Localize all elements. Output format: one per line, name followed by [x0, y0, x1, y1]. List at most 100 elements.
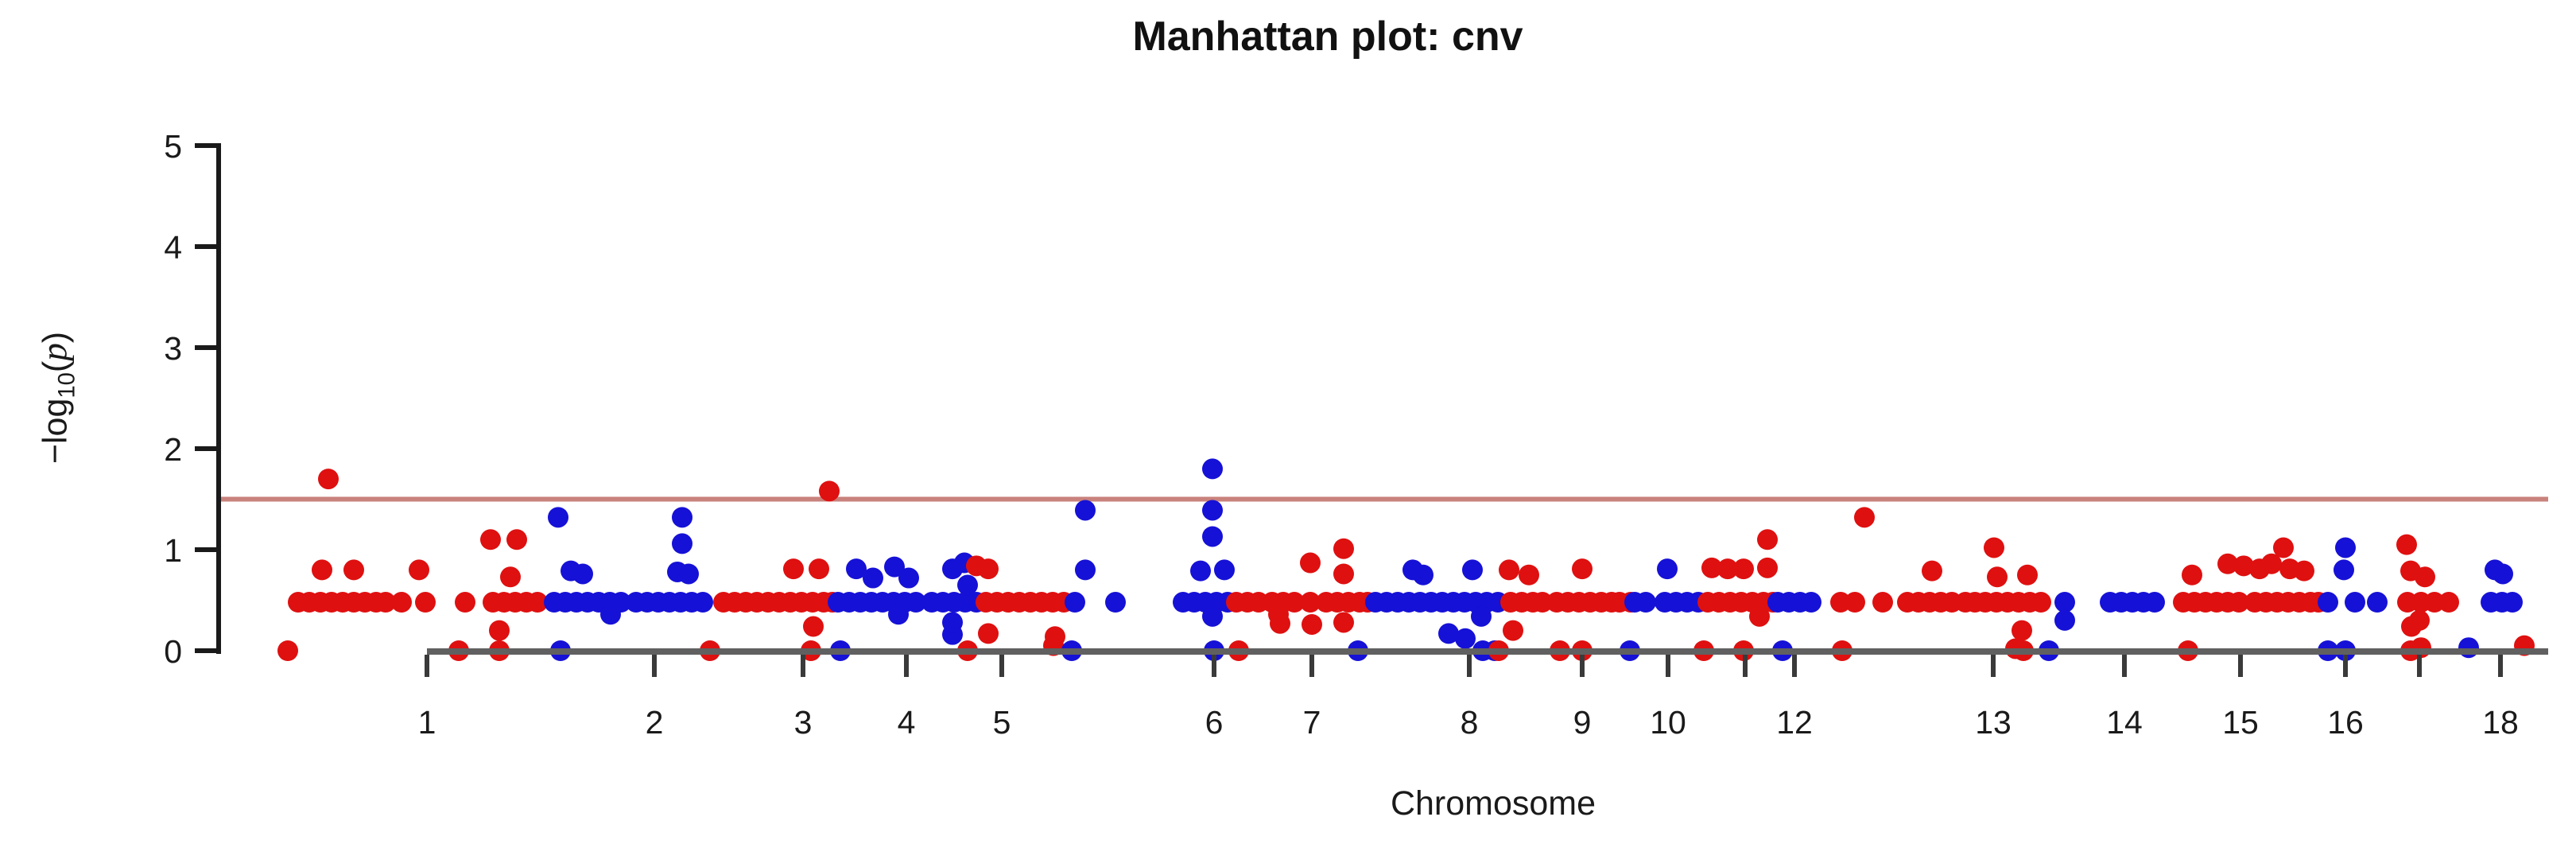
x-tick-label: 16: [2327, 704, 2364, 741]
x-axis: 1 2 3 4 5 6 7 8 9 10 12 13 14 15 16 18: [418, 648, 2548, 741]
data-point: [548, 507, 568, 528]
data-point: [2335, 537, 2356, 558]
data-point: [2400, 560, 2421, 582]
chr-1-points: [277, 469, 548, 661]
y-tick-label: 5: [164, 128, 182, 165]
data-point: [2367, 592, 2388, 613]
data-point: [692, 592, 713, 613]
data-point: [318, 469, 339, 490]
data-point: [375, 592, 396, 613]
data-point: [2438, 592, 2459, 613]
data-point: [2279, 558, 2300, 580]
data-point: [1302, 613, 1322, 635]
data-point: [1065, 592, 1085, 613]
data-point: [1075, 500, 1096, 521]
y-tick-label: 4: [164, 229, 182, 266]
y-axis: 0 1 2 3 4 5: [164, 128, 221, 670]
data-point: [343, 559, 364, 581]
chr-6-points: [1061, 458, 1238, 661]
data-point: [846, 558, 867, 580]
data-point: [1749, 605, 1770, 627]
data-point: [1268, 604, 1289, 625]
data-point: [1872, 592, 1893, 613]
x-tick-label: 13: [1975, 704, 2012, 741]
data-point: [1438, 623, 1459, 644]
y-tick-label: 3: [164, 330, 182, 367]
data-point: [500, 566, 521, 588]
data-point: [2017, 564, 2038, 585]
data-point: [1333, 563, 1354, 585]
data-point: [1300, 552, 1321, 574]
y-tick-label: 2: [164, 431, 182, 468]
data-point: [2424, 592, 2445, 613]
data-point: [415, 592, 436, 613]
data-point: [1733, 558, 1754, 580]
x-tick-label: 10: [1650, 704, 1686, 741]
data-point: [884, 556, 905, 578]
data-point: [2334, 559, 2354, 581]
data-point: [1499, 559, 1519, 581]
data-point: [1801, 592, 1821, 613]
x-tick-label: 9: [1573, 704, 1592, 741]
x-tick-label: 1: [418, 704, 436, 741]
data-point: [1854, 507, 1875, 528]
data-point: [672, 507, 692, 528]
x-tick-label: 15: [2222, 704, 2259, 741]
data-point: [888, 604, 909, 625]
x-tick-label: 7: [1303, 704, 1321, 741]
data-point: [942, 612, 963, 633]
data-point: [1402, 559, 1423, 581]
x-tick-label: 3: [794, 704, 813, 741]
data-point: [1830, 592, 1851, 613]
x-axis-label: Chromosome: [1390, 784, 1596, 823]
data-point: [2182, 564, 2202, 585]
data-point: [527, 592, 548, 613]
data-point: [1701, 557, 1722, 578]
x-tick-label: 5: [993, 704, 1011, 741]
chr-13-points: [1830, 507, 2051, 661]
data-points: [277, 458, 2535, 661]
data-point: [2318, 592, 2338, 613]
x-tick-label: 8: [1461, 704, 1479, 741]
data-point: [1202, 605, 1223, 627]
data-point: [783, 558, 804, 580]
data-point: [803, 616, 824, 637]
data-point: [409, 559, 429, 581]
data-point: [600, 604, 621, 625]
data-point: [1845, 592, 1865, 613]
chr-2-points: [544, 507, 713, 661]
x-tick-label: 2: [646, 704, 664, 741]
data-point: [672, 533, 692, 554]
data-point: [2485, 559, 2505, 581]
data-point: [2409, 609, 2430, 631]
data-point: [1045, 626, 1065, 648]
data-point: [277, 640, 298, 661]
data-point: [561, 560, 581, 582]
data-point: [2233, 555, 2254, 577]
data-point: [1922, 560, 1942, 582]
data-point: [1105, 592, 1126, 613]
data-point: [1455, 628, 1476, 649]
data-point: [1202, 526, 1223, 547]
data-point: [2012, 620, 2032, 641]
chr-8-points: [1348, 559, 1508, 661]
chr-16-points: [2318, 537, 2388, 661]
x-tick-label: 4: [898, 704, 916, 741]
data-point: [819, 480, 840, 502]
data-point: [678, 563, 699, 585]
y-tick-label: 0: [164, 633, 182, 670]
data-point: [489, 620, 510, 641]
chr-18-points: [2458, 559, 2523, 659]
data-point: [2217, 553, 2238, 574]
data-point: [2396, 534, 2417, 555]
data-point: [2054, 609, 2075, 631]
data-point: [1503, 620, 1523, 641]
data-point: [1757, 529, 1778, 550]
plot-title: Manhattan plot: cnv: [1132, 14, 1523, 60]
data-point: [2345, 592, 2365, 613]
data-point: [1984, 537, 2004, 558]
data-point: [2229, 592, 2249, 613]
data-point: [1300, 592, 1321, 613]
